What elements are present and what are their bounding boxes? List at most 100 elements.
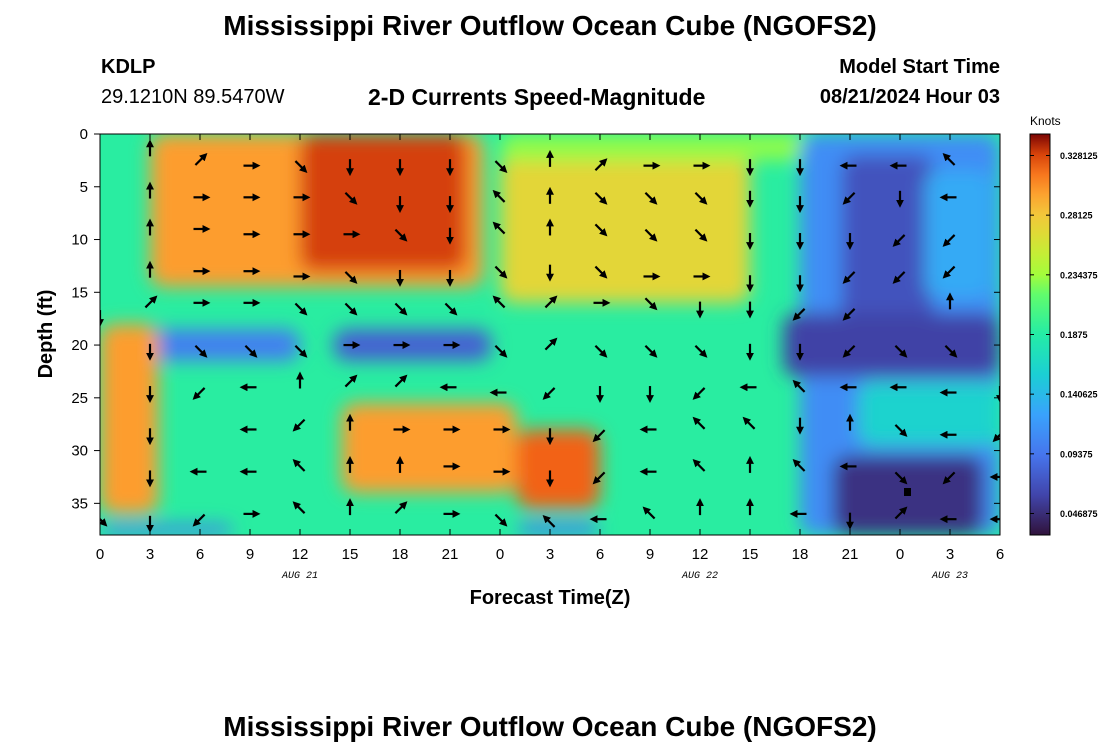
model-start-label: Model Start Time	[839, 56, 1000, 78]
current-arrow	[492, 295, 506, 309]
y-tick-label: 0	[80, 126, 88, 143]
heatmap-region	[100, 524, 234, 535]
x-tick-label: 18	[392, 546, 409, 563]
current-arrow	[942, 152, 956, 166]
x-tick-label: 9	[646, 546, 654, 563]
heatmap-region	[333, 329, 492, 361]
current-arrow	[594, 158, 608, 172]
current-arrow	[194, 344, 208, 358]
current-arrow	[344, 302, 358, 316]
heatmap-region	[516, 522, 600, 535]
current-arrow	[492, 221, 506, 235]
current-arrow	[842, 191, 856, 205]
x-tick-label: 18	[792, 546, 809, 563]
current-arrow	[894, 506, 908, 520]
y-tick-label: 20	[71, 337, 88, 354]
current-arrow	[544, 337, 558, 351]
current-arrow	[394, 228, 408, 242]
current-arrow	[192, 513, 206, 527]
chart-subtitle: 2-D Currents Speed-Magnitude	[368, 84, 706, 110]
colorbar-tick-label: 0.046875	[1060, 509, 1098, 519]
x-tick-label: 6	[196, 546, 204, 563]
heatmap-region	[341, 403, 517, 493]
y-tick-label: 35	[71, 495, 88, 512]
current-arrow	[194, 152, 208, 166]
x-tick-label: 3	[546, 546, 554, 563]
current-arrow	[942, 234, 956, 247]
current-arrow	[892, 271, 906, 284]
y-tick-label: 5	[80, 179, 88, 196]
x-tick-label: 21	[442, 546, 459, 563]
current-arrow	[444, 302, 458, 316]
x-tick-label: 0	[896, 546, 904, 563]
x-tick-label: 12	[692, 546, 709, 563]
current-arrow	[892, 234, 906, 247]
current-arrow	[394, 501, 408, 514]
current-arrow	[294, 344, 308, 358]
current-arrow	[792, 459, 806, 472]
y-tick-label: 30	[71, 443, 88, 460]
x-tick-label: 3	[146, 546, 154, 563]
current-arrow	[992, 433, 1000, 443]
x-axis-label: Forecast Time(Z)	[470, 587, 631, 609]
current-arrow	[894, 424, 908, 437]
current-arrow	[592, 429, 606, 443]
current-arrow	[292, 418, 306, 432]
current-arrow	[594, 344, 608, 358]
chart-title: Mississippi River Outflow Ocean Cube (NG…	[223, 10, 877, 41]
current-arrow	[944, 344, 958, 358]
current-arrow	[694, 191, 708, 205]
current-arrow	[644, 297, 658, 311]
colorbar-title: Knots	[1030, 114, 1061, 128]
current-arrow	[692, 387, 706, 400]
colorbar-tick-label: 0.28125	[1060, 211, 1093, 221]
current-arrow	[544, 295, 558, 309]
current-vectors	[100, 139, 1000, 533]
x-tick-label: 12	[292, 546, 309, 563]
current-arrow	[192, 387, 206, 400]
current-arrow	[344, 374, 358, 388]
current-arrow	[394, 374, 408, 388]
current-arrow	[692, 416, 706, 430]
current-arrow	[494, 265, 508, 279]
x-tick-label: 15	[742, 546, 759, 563]
heatmap-region	[858, 381, 1000, 446]
current-arrow	[542, 387, 556, 400]
current-arrow	[594, 265, 608, 279]
current-arrow	[292, 501, 306, 514]
current-arrow	[542, 514, 556, 528]
current-arrow	[692, 459, 706, 472]
colorbar-tick-label: 0.1875	[1060, 330, 1088, 340]
current-arrow	[494, 344, 508, 358]
current-arrow	[942, 265, 956, 279]
x-tick-label: 15	[342, 546, 359, 563]
x-axis: 0 3 6 9 12 15 18 21 0 3 6 9 12 15 18 21 0 3 6 AUG 21 AUG 22 A…	[96, 134, 1004, 582]
current-arrow	[344, 271, 358, 284]
colorbar-tick-label: 0.09375	[1060, 449, 1093, 459]
heatmap-region	[100, 323, 159, 514]
heatmap-region	[500, 155, 750, 303]
current-arrow	[594, 191, 608, 205]
current-arrow	[294, 160, 308, 174]
current-arrow	[292, 459, 306, 472]
station-id: KDLP	[101, 56, 156, 78]
heatmap-region	[516, 429, 600, 509]
heatmap-region	[783, 313, 1000, 377]
marker-square	[904, 488, 911, 496]
date-label: AUG 23	[931, 571, 968, 582]
current-arrow	[642, 506, 656, 520]
current-arrow	[694, 344, 708, 358]
current-arrow	[894, 471, 908, 485]
current-arrow	[742, 416, 756, 430]
current-arrow	[492, 189, 506, 203]
current-arrow	[894, 344, 908, 358]
current-arrow	[394, 302, 408, 316]
heatmap-region	[925, 170, 992, 298]
current-arrow	[842, 344, 856, 358]
current-arrow	[842, 308, 856, 321]
current-arrow	[694, 228, 708, 242]
model-start-time: 08/21/2024 Hour 03	[819, 86, 1000, 108]
y-tick-label: 25	[71, 390, 88, 407]
current-arrow	[592, 471, 606, 485]
